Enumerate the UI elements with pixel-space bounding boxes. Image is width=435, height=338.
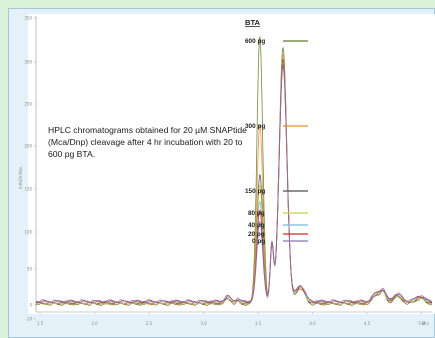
x-tick-label: 1.5 (37, 321, 44, 326)
y-tick-label: -10 (25, 317, 32, 322)
legend-label: 0 pg (252, 238, 265, 245)
y-tick-label: 0 (29, 303, 32, 308)
series-line-150-pg (35, 58, 433, 305)
plot-area (28, 14, 435, 314)
legend-label: 20 pg (248, 231, 265, 238)
x-tick-label: 4.5 (364, 321, 371, 326)
y-tick-label: 250 (24, 102, 32, 107)
y-tick-label: 350 (24, 16, 32, 21)
series-line-300-pg (36, 53, 433, 306)
chart-annotation: HPLC chromatograms obtained for 20 µM SN… (48, 125, 247, 159)
x-tick-label: 4.0 (309, 321, 316, 326)
legend-label: 40 pg (248, 222, 265, 229)
x-axis-label: Min (422, 321, 430, 326)
x-tick-label: 5.0 (418, 321, 425, 326)
x-tick-label: 3.0 (200, 321, 207, 326)
y-axis-label: mAU/mAbs (18, 167, 23, 189)
series-line-80-pg (35, 61, 433, 305)
y-tick-label: 50 (27, 267, 33, 272)
y-tick-label: 150 (24, 187, 32, 192)
legend-label: 300 pg (245, 123, 265, 130)
series-line-20-pg (35, 63, 433, 304)
series-line-0-pg (35, 65, 433, 304)
y-tick-label: 200 (24, 144, 32, 149)
y-tick-label: 300 (24, 60, 32, 65)
legend-label: 600 pg (245, 38, 265, 45)
x-tick-label: 2.5 (146, 321, 153, 326)
legend-label: 80 pg (248, 210, 265, 217)
legend-label: 150 pg (245, 188, 265, 195)
series-line-600-pg (35, 36, 433, 306)
x-tick-label: 3.5 (255, 321, 262, 326)
x-tick-label: 2.0 (91, 321, 98, 326)
series-line-40-pg (35, 62, 433, 304)
y-tick-label: 100 (24, 230, 32, 235)
legend-title: BTA (245, 18, 261, 27)
